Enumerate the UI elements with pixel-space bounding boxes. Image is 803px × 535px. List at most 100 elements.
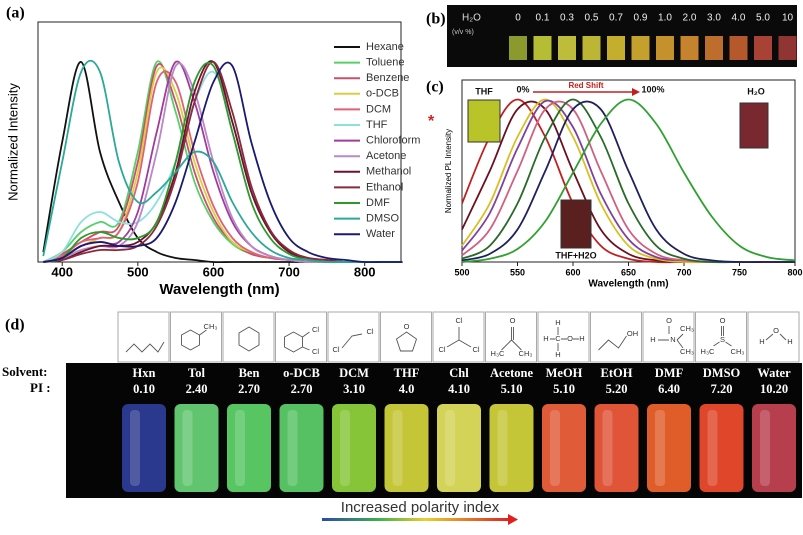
legend-label: Ethanol (366, 181, 403, 193)
structure: H C O HHH (537, 311, 590, 363)
structure-box (747, 311, 800, 363)
row-label: PI : (30, 380, 51, 395)
structure-bonds (181, 329, 207, 351)
polarity-index: 10.20 (760, 382, 788, 396)
atom-label: Cl (472, 345, 479, 354)
panel-label: (a) (6, 5, 25, 22)
spectrum-line (42, 59, 403, 264)
fraction-label: 10 (782, 13, 794, 24)
structure: Cl Cl (327, 311, 380, 363)
vial-glow (392, 410, 403, 486)
polarity-index: 5.10 (553, 382, 575, 396)
atom-label: H (555, 318, 560, 327)
structure-box (327, 311, 380, 363)
inset-photo (739, 102, 769, 149)
fraction-label: 0.9 (634, 13, 648, 24)
annotation: THF (475, 86, 493, 96)
atom-label: Cl (455, 316, 462, 325)
y-axis-label: Normalized Intensity (5, 83, 20, 201)
structure-box (695, 311, 747, 363)
legend-label: Benzene (366, 72, 409, 84)
panel-label: (b) (426, 11, 446, 28)
structure: O (380, 311, 432, 363)
x-tick-label: 650 (621, 267, 636, 277)
polarity-index: 0.10 (133, 382, 155, 396)
legend-label: o-DCB (366, 88, 399, 100)
structure-bonds (598, 335, 627, 351)
atom-label: O (773, 326, 779, 335)
atom-label: H (579, 334, 584, 343)
caption: Increased polarity index (341, 499, 500, 516)
spectrum-line (43, 61, 403, 264)
atom-label: H (543, 334, 548, 343)
fraction-label: 0.7 (609, 13, 623, 24)
fraction-label: 2.0 (683, 13, 697, 24)
vial-liquid (489, 404, 534, 492)
vial (680, 36, 699, 60)
structure-bonds (501, 327, 522, 351)
structure (117, 311, 170, 363)
structure-box (590, 311, 642, 363)
atom-label: CH₃ (519, 349, 533, 358)
legend-label: Water (366, 228, 395, 240)
fraction-label: 0.3 (560, 13, 574, 24)
solvent-name: Tol (188, 366, 205, 380)
x-axis-label: Wavelength (nm) (159, 281, 279, 298)
solvent-name: DCM (339, 366, 369, 380)
vial (729, 36, 748, 60)
polarity-arrow (322, 518, 510, 521)
x-tick-label: 700 (676, 267, 691, 277)
strip-title: H₂O (462, 13, 481, 24)
annotation: H₂O (747, 86, 765, 96)
structure: OH (590, 311, 642, 363)
structure-box (170, 311, 222, 363)
spectrum-line (461, 100, 795, 264)
annotation: 100% (641, 84, 664, 94)
structure: Cl Cl (275, 311, 327, 363)
fraction-label: 0.1 (536, 13, 550, 24)
structure-box (642, 311, 695, 363)
polarity-index: 5.10 (501, 382, 523, 396)
vial-glow (760, 410, 770, 486)
vial (778, 36, 797, 60)
legend-label: Acetone (366, 150, 406, 162)
solvent-name: Acetone (490, 366, 533, 380)
x-tick-label: 550 (510, 267, 525, 277)
atom-label: OH (627, 329, 638, 338)
vial-glow (497, 410, 508, 486)
x-axis-label: Wavelength (nm) (588, 279, 668, 290)
vial-glow (707, 410, 718, 486)
vial (509, 36, 527, 60)
x-tick-label: 600 (203, 264, 225, 279)
legend-label: Methanol (366, 166, 411, 178)
fraction-label: 1.0 (658, 13, 672, 24)
polarity-index: 4.10 (448, 382, 470, 396)
polarity-index: 3.10 (343, 382, 365, 396)
vial (533, 36, 552, 60)
vial-liquid (437, 404, 481, 492)
polarity-index: 2.70 (238, 382, 260, 396)
vial-glow (235, 410, 245, 486)
legend-label: DCM (366, 103, 391, 115)
legend-label: Toluene (366, 57, 405, 69)
vial (656, 36, 674, 60)
arrow-head (508, 514, 518, 525)
panel-label: (c) (426, 79, 444, 96)
atom-label: H (650, 335, 655, 344)
x-tick-label: 800 (787, 267, 802, 277)
atom-label: H₃C (491, 349, 505, 358)
arrow-head (632, 88, 640, 96)
solvent-name: THF (394, 366, 420, 380)
vial-liquid (122, 404, 166, 492)
inset-photo (467, 99, 501, 143)
fraction-label: 5.0 (756, 13, 770, 24)
solvent-name: Chl (449, 366, 469, 380)
atom-label: O (720, 316, 726, 325)
structure-bonds (395, 331, 418, 352)
structure: CH₃ (170, 311, 222, 363)
polarity-index: 5.20 (606, 382, 628, 396)
atom-label: CH₃ (680, 347, 694, 356)
x-tick-label: 500 (127, 264, 149, 279)
structure-box (537, 311, 590, 363)
